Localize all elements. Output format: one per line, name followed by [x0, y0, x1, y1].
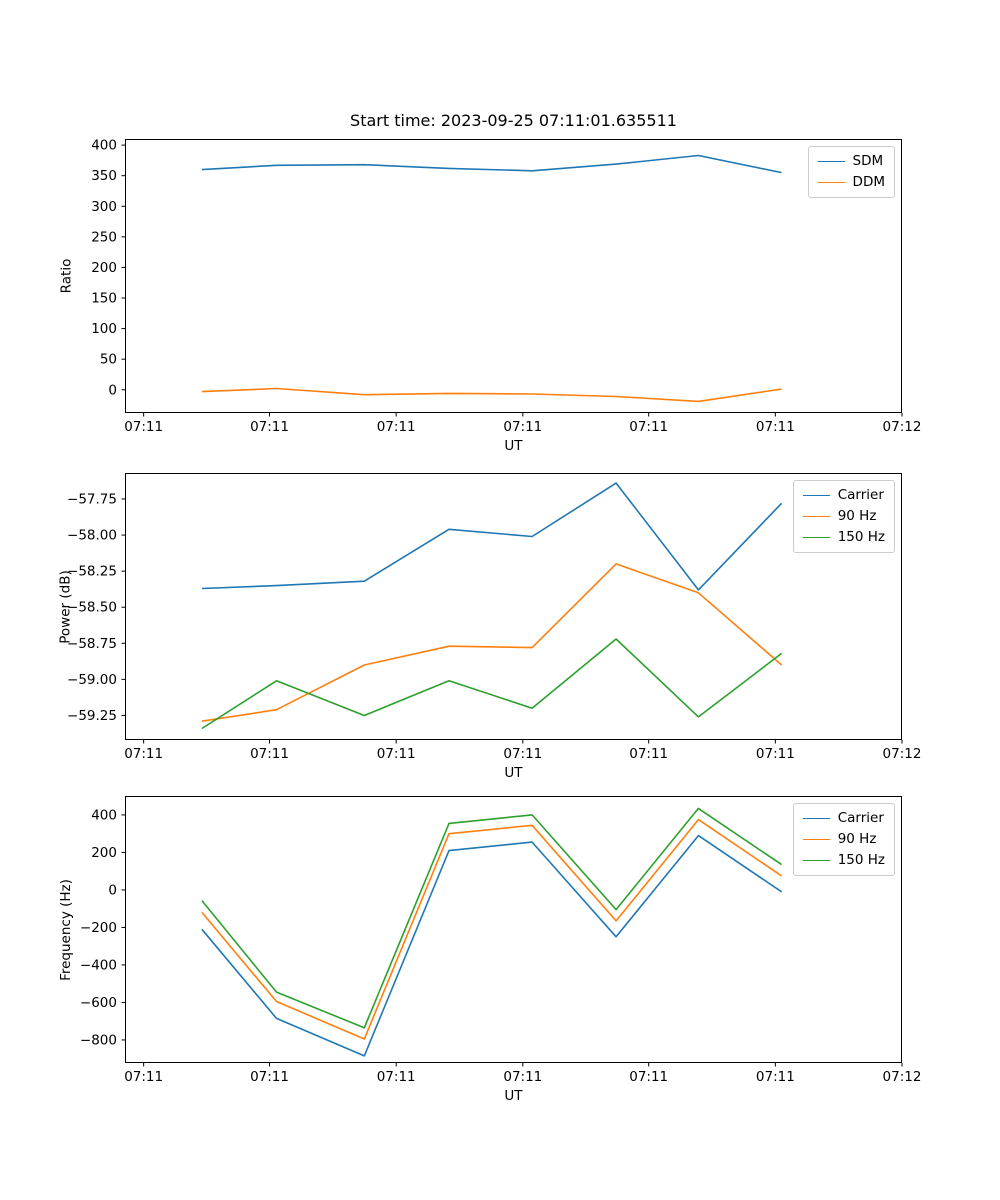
power-plot-ytick-label: −58.25	[67, 564, 117, 580]
legend-line-sample	[802, 495, 830, 496]
legend-label: 150 Hz	[837, 852, 885, 868]
legend-label: 150 Hz	[837, 529, 885, 545]
ratio-plot-svg: 07:11 07:11 07:11 07:11 07:11 07:11 07:12 400 35…	[91, 138, 921, 435]
ratio-plot-xtick-label: 07:11	[377, 419, 416, 435]
ratio-plot-ytick-label: 100	[91, 321, 117, 337]
power-plot-xtick-label: 07:12	[883, 746, 922, 762]
ratio-xlabel: UT	[504, 438, 523, 454]
power-xlabel: UT	[504, 765, 523, 781]
frequency-plot-legend: Carrier 90 Hz 150 Hz	[792, 803, 895, 876]
frequency-plot-xtick-label: 07:12	[883, 1069, 922, 1085]
frequency-plot-ytick-label: −800	[80, 1032, 117, 1048]
frequency-plot-xtick-label: 07:11	[629, 1069, 668, 1085]
power-plot-ytick-label: −58.00	[67, 528, 117, 544]
ratio-plot-legend-entry: DDM	[817, 174, 885, 191]
90hz-line	[201, 563, 783, 722]
ddm-line	[201, 387, 782, 403]
frequency-plot-border	[125, 796, 902, 1063]
sdm-line	[201, 154, 782, 174]
power-plot-xtick-label: 07:11	[124, 746, 163, 762]
frequency-plot-xtick-label: 07:11	[124, 1069, 163, 1085]
ratio-plot-legend: SDM DDM	[807, 146, 895, 198]
ratio-plot-xtick-label: 07:11	[756, 419, 795, 435]
legend-label: SDM	[852, 153, 884, 169]
ratio-plot-ytick-label: 50	[100, 352, 117, 368]
power-plot-xtick-label: 07:11	[503, 746, 542, 762]
frequency-plot-ytick-label: −200	[80, 920, 117, 936]
ratio-plot-ytick-label: 300	[91, 199, 117, 215]
power-plot-legend-entry: 90 Hz	[802, 508, 885, 525]
power-plot-ytick-label: −57.75	[67, 491, 117, 507]
frequency-plot-svg: 07:11 07:11 07:11 07:11 07:11 07:11 07:12 400 20…	[80, 796, 921, 1085]
power-plot-xtick-label: 07:11	[250, 746, 289, 762]
frequency-plot-xtick-label: 07:11	[756, 1069, 795, 1085]
ratio-plot-xtick-label: 07:11	[250, 419, 289, 435]
legend-label: 90 Hz	[837, 831, 877, 847]
power-plot-ytick-label: −59.00	[67, 672, 117, 688]
power-plot-ytick-label: −58.50	[67, 600, 117, 616]
power-plot-legend: Carrier 90 Hz 150 Hz	[792, 480, 895, 553]
legend-label: Carrier	[837, 810, 884, 826]
power-plot-border	[125, 473, 902, 740]
ratio-plot-ytick-label: 150	[91, 291, 117, 307]
90hz-line	[201, 818, 783, 1040]
frequency-plot-ytick-label: 0	[108, 882, 117, 898]
legend-line-sample	[802, 860, 830, 861]
frequency-plot-ytick-label: −400	[80, 957, 117, 973]
ratio-plot-xtick-label: 07:11	[503, 419, 542, 435]
ratio-plot-ytick-label: 350	[91, 168, 117, 184]
legend-line-sample	[817, 182, 845, 183]
frequency-plot-ytick-label: −600	[80, 995, 117, 1011]
legend-line-sample	[802, 818, 830, 819]
legend-line-sample	[802, 839, 830, 840]
power-plot-svg: 07:11 07:11 07:11 07:11 07:11 07:11 07:12 −57.7…	[67, 473, 921, 762]
150hz-line	[201, 807, 783, 1029]
ratio-plot-ytick-label: 250	[91, 229, 117, 245]
ratio-ylabel: Ratio	[57, 258, 74, 294]
legend-label: Carrier	[837, 487, 884, 503]
legend-label: 90 Hz	[837, 508, 877, 524]
power-plot-legend-entry: Carrier	[802, 487, 885, 504]
ratio-plot: 07:11 07:11 07:11 07:11 07:11 07:11 07:12 400 35…	[91, 138, 921, 435]
ratio-plot-border	[125, 139, 902, 413]
frequency-plot-xtick-label: 07:11	[377, 1069, 416, 1085]
carrier-line	[201, 834, 783, 1057]
figure-title: Start time: 2023-09-25 07:11:01.635511	[350, 111, 677, 130]
frequency-xlabel: UT	[504, 1088, 523, 1104]
ratio-plot-ytick-label: 0	[108, 382, 117, 398]
legend-line-sample	[802, 537, 830, 538]
ratio-plot-xtick-label: 07:12	[883, 419, 922, 435]
frequency-plot-xtick-label: 07:11	[250, 1069, 289, 1085]
frequency-plot-ytick-label: 400	[91, 807, 117, 823]
frequency-plot-legend-entry: 90 Hz	[802, 831, 885, 848]
carrier-line	[201, 482, 783, 591]
power-plot-legend-entry: 150 Hz	[802, 529, 885, 546]
legend-line-sample	[817, 161, 845, 162]
frequency-plot-legend-entry: Carrier	[802, 810, 885, 827]
ratio-plot-ytick-label: 400	[91, 138, 117, 154]
ratio-plot-xtick-label: 07:11	[124, 419, 163, 435]
power-plot-ytick-label: −58.75	[67, 636, 117, 652]
power-plot-ytick-label: −59.25	[67, 708, 117, 724]
ratio-plot-legend-entry: SDM	[817, 153, 885, 170]
frequency-plot-legend-entry: 150 Hz	[802, 852, 885, 869]
frequency-plot-xtick-label: 07:11	[503, 1069, 542, 1085]
legend-line-sample	[802, 516, 830, 517]
frequency-plot: 07:11 07:11 07:11 07:11 07:11 07:11 07:12 400 20…	[80, 796, 921, 1085]
ratio-plot-ytick-label: 200	[91, 260, 117, 276]
150hz-line	[201, 638, 783, 730]
ratio-plot-xtick-label: 07:11	[629, 419, 668, 435]
frequency-plot-ytick-label: 200	[91, 845, 117, 861]
power-plot-xtick-label: 07:11	[377, 746, 416, 762]
power-plot-xtick-label: 07:11	[629, 746, 668, 762]
power-plot: 07:11 07:11 07:11 07:11 07:11 07:11 07:12 −57.7…	[67, 473, 921, 762]
power-plot-xtick-label: 07:11	[756, 746, 795, 762]
legend-label: DDM	[852, 174, 885, 190]
frequency-ylabel: Frequency (Hz)	[58, 878, 74, 981]
